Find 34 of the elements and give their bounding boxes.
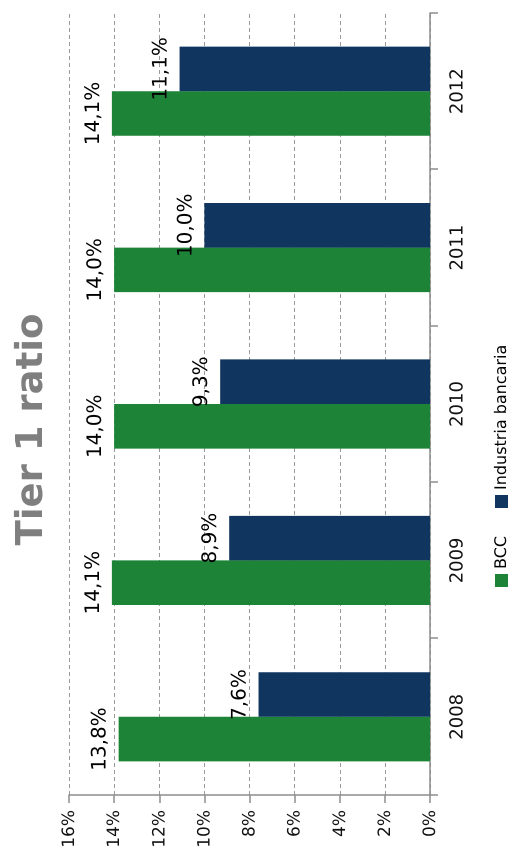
bar [118, 716, 430, 762]
y-tick-label: 2008 [446, 694, 468, 740]
text: Industria bancaria [491, 344, 511, 490]
data-label: 7,6% [226, 669, 251, 720]
data-label: 11,1% [148, 37, 172, 101]
x-tick-label: 10% [194, 810, 214, 848]
data-label: 10,0% [172, 194, 196, 258]
data-label: 14,0% [82, 394, 106, 458]
x-tick-label: 0% [420, 810, 440, 837]
x-tick-label: 12% [149, 810, 170, 848]
data-label: 14,0% [82, 238, 106, 302]
x-tick-label: 14% [104, 810, 124, 848]
text: BCC [491, 536, 511, 569]
y-tick-label: 2012 [446, 68, 468, 114]
y-tick-label: 2010 [446, 381, 468, 427]
bar [204, 203, 430, 248]
x-tick-label: 4% [330, 810, 350, 837]
x-tick-label: 8% [240, 810, 260, 837]
data-label: 8,9% [197, 512, 222, 564]
y-tick-label: 2009 [446, 537, 468, 584]
data-label: 14,1% [80, 550, 104, 614]
y-tick-label: 2011 [446, 224, 468, 271]
x-tick-label: 16% [59, 810, 79, 848]
x-tick-label: 6% [284, 810, 305, 837]
data-label: 9,3% [188, 356, 212, 408]
bar [229, 516, 430, 560]
x-tick-label: 2% [374, 810, 395, 837]
data-label: 14,1% [80, 82, 104, 146]
bar [180, 46, 430, 92]
bar [258, 672, 430, 717]
bar [114, 404, 430, 449]
bar [220, 359, 430, 404]
text: Tier 1 ratio [8, 314, 51, 546]
data-label: 13,8% [86, 707, 111, 771]
